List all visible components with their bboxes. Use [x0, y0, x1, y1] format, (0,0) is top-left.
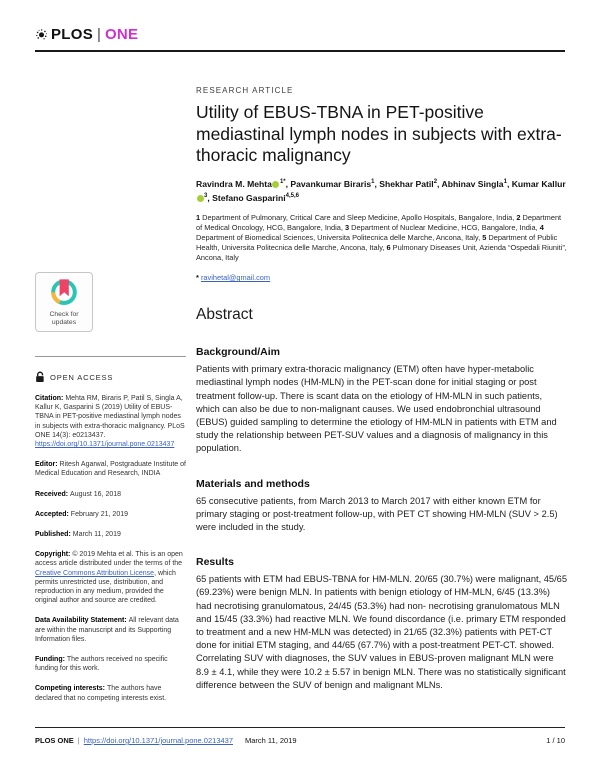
- editor-note: Editor: Ritesh Agarwal, Postgraduate Ins…: [35, 461, 186, 478]
- author: Stefano Gasparini4,5,6: [212, 192, 300, 203]
- article-main-column: RESEARCH ARTICLE Utility of EBUS-TBNA in…: [196, 86, 574, 692]
- orcid-icon[interactable]: [272, 181, 280, 189]
- published-note: Published: March 11, 2019: [35, 531, 121, 539]
- author: Abhinav Singla1,: [441, 179, 510, 190]
- footer-doi-link[interactable]: https://doi.org/10.1371/journal.pone.021…: [83, 736, 234, 745]
- header-rule: [35, 50, 565, 52]
- corresponding-email-link[interactable]: ravihetal@gmail.com: [200, 273, 271, 283]
- competing-interests-note: Competing interests: The authors have de…: [35, 685, 167, 702]
- citation-doi-link[interactable]: https://doi.org/10.1371/journal.pone.021…: [35, 441, 175, 449]
- author: Ravindra M. Mehta 1*,: [196, 179, 291, 190]
- cc-license-link[interactable]: Creative Commons Attribution License: [35, 569, 155, 577]
- logo-separator: |: [97, 26, 101, 43]
- logo-text-plos: PLOS: [51, 26, 94, 43]
- article-title: Utility of EBUS-TBNA in PET-positive med…: [196, 102, 562, 165]
- article-type-label: RESEARCH ARTICLE: [196, 86, 294, 95]
- results-heading: Results: [196, 556, 234, 569]
- results-paragraph: 65 patients with ETM had EBUS-TBNA for H…: [196, 574, 568, 690]
- author-list: Ravindra M. Mehta 1*, Pavankumar Biraris1…: [196, 178, 568, 205]
- open-lock-icon: [35, 371, 45, 383]
- footer-rule: [35, 727, 565, 728]
- corresponding-author-line: * ravihetal@gmail.com: [196, 273, 574, 282]
- citation-note: Citation: Mehta RM, Biraris P, Patil S, …: [35, 395, 185, 449]
- footer-journal-name: PLOS ONE: [35, 736, 74, 745]
- affiliation-list: 1 Department of Pulmonary, Critical Care…: [196, 213, 567, 263]
- logo-text-one: ONE: [104, 26, 139, 43]
- received-note: Received: August 16, 2018: [35, 490, 122, 498]
- data-availability-note: Data Availability Statement: All relevan…: [35, 617, 179, 643]
- page-footer: PLOS ONE | https://doi.org/10.1371/journ…: [35, 736, 565, 745]
- background-heading: Background/Aim: [196, 346, 281, 359]
- check-for-updates-button[interactable]: Check for updates: [35, 272, 93, 332]
- author: Shekhar Patil2,: [379, 179, 442, 190]
- corresponding-star: *: [196, 273, 201, 283]
- abstract-heading: Abstract: [196, 306, 253, 324]
- plos-one-logo: PLOS | ONE: [35, 26, 138, 43]
- page-number: 1 / 10: [546, 736, 565, 745]
- orcid-icon[interactable]: [196, 194, 204, 202]
- accepted-note: Accepted: February 21, 2019: [35, 510, 128, 518]
- author: Kumar Kallur3,: [196, 179, 566, 203]
- plos-flea-logo-icon: [35, 28, 48, 41]
- open-access-label: OPEN ACCESS: [50, 372, 114, 382]
- check-for-updates-label: Check for updates: [49, 311, 79, 326]
- footer-date: March 11, 2019: [245, 736, 297, 745]
- background-paragraph: Patients with primary extra-thoracic mal…: [196, 364, 557, 454]
- author: Pavankumar Biraris1,: [290, 179, 380, 190]
- sidebar-divider: [35, 356, 186, 357]
- check-for-updates-icon: [48, 277, 80, 309]
- funding-note: Funding: The authors received no specifi…: [35, 656, 168, 673]
- methods-heading: Materials and methods: [196, 477, 310, 490]
- copyright-note: Copyright: © 2019 Mehta et al. This is a…: [35, 551, 183, 605]
- article-meta-sidebar: Check for updates OPEN ACCESS Citation: …: [35, 272, 186, 703]
- methods-paragraph: 65 consecutive patients, from March 2013…: [196, 495, 558, 533]
- open-access-row: OPEN ACCESS: [35, 371, 186, 383]
- footer-pipe: |: [77, 736, 80, 745]
